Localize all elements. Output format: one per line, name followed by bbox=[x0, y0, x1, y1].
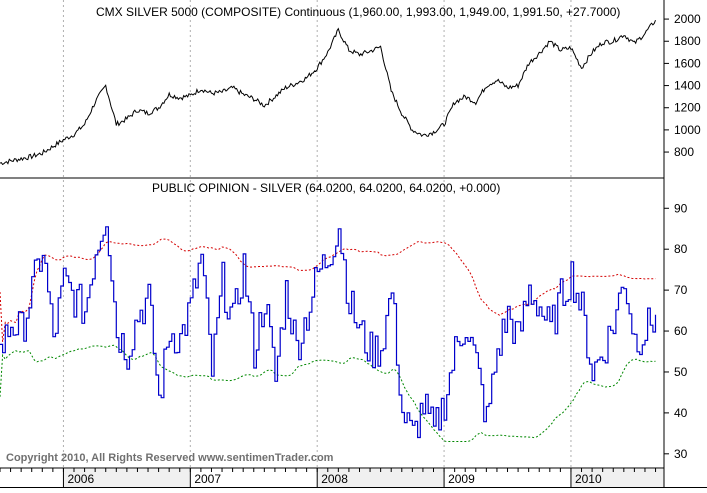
opinion-y-tick-label: 80 bbox=[674, 242, 688, 256]
opinion-y-tick-label: 90 bbox=[674, 201, 688, 215]
opinion-y-axis: 30 40 50 60 70 80 90 bbox=[664, 201, 688, 461]
price-y-axis: 800 1000 1200 1400 1600 1800 2000 bbox=[664, 12, 701, 159]
price-y-tick-label: 800 bbox=[674, 145, 694, 159]
x-axis-year-bands bbox=[63, 469, 664, 487]
x-tick-label: 2009 bbox=[448, 472, 475, 486]
opinion-y-tick-label: 40 bbox=[674, 406, 688, 420]
x-tick-label: 2008 bbox=[321, 472, 348, 486]
x-tick-label: 2010 bbox=[575, 472, 602, 486]
price-y-tick-label: 1600 bbox=[674, 56, 701, 70]
price-y-tick-label: 1200 bbox=[674, 101, 701, 115]
opinion-upper-band bbox=[0, 238, 656, 342]
opinion-y-tick-label: 60 bbox=[674, 324, 688, 338]
year-band bbox=[317, 469, 445, 487]
price-y-tick-label: 1000 bbox=[674, 123, 701, 137]
copyright-footer: Copyright 2010, All Rights Reserved www.… bbox=[6, 452, 334, 464]
price-series-line bbox=[0, 20, 656, 166]
price-panel-title: CMX SILVER 5000 (COMPOSITE) Continuous (… bbox=[96, 5, 620, 19]
opinion-y-tick-label: 70 bbox=[674, 283, 688, 297]
price-y-tick-label: 2000 bbox=[674, 12, 701, 26]
x-axis: 2006 2007 2008 2009 2010 bbox=[0, 468, 657, 487]
opinion-series-line bbox=[0, 226, 657, 439]
opinion-y-tick-label: 50 bbox=[674, 365, 688, 379]
price-y-tick-label: 1800 bbox=[674, 34, 701, 48]
year-band bbox=[570, 469, 664, 487]
year-band bbox=[63, 469, 191, 487]
x-tick-label: 2006 bbox=[67, 472, 94, 486]
year-gridlines bbox=[62, 0, 572, 468]
opinion-y-tick-label: 30 bbox=[674, 447, 688, 461]
x-tick-label: 2007 bbox=[194, 472, 221, 486]
opinion-panel-title: PUBLIC OPINION - SILVER (64.0200, 64.020… bbox=[152, 181, 500, 195]
price-y-tick-label: 1400 bbox=[674, 79, 701, 93]
opinion-lower-band bbox=[0, 344, 656, 442]
